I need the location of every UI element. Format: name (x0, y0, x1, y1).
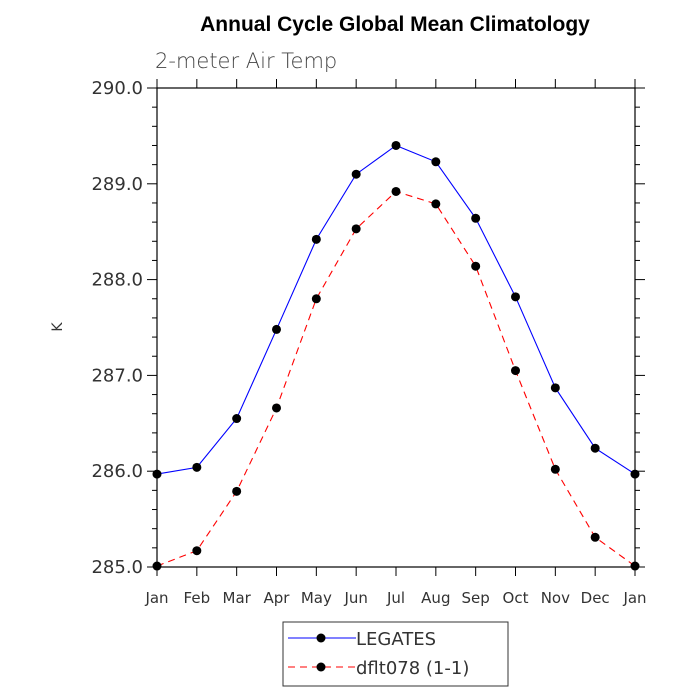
x-tick-label: Oct (503, 589, 529, 607)
series-0-point (431, 157, 441, 167)
plot-frame (156, 87, 636, 568)
series-line-1 (156, 190, 636, 567)
x-tick-label: Jan (622, 589, 646, 607)
chart-title: Annual Cycle Global Mean Climatology (200, 13, 590, 36)
series-1-point (550, 464, 560, 474)
legend: LEGATES dflt078 (1-1) (282, 621, 509, 687)
series-lines (156, 144, 636, 567)
series-0-point (232, 414, 242, 424)
series-points (152, 140, 640, 571)
series-0-point (152, 469, 162, 479)
series-0-point (550, 383, 560, 393)
series-1-point (351, 224, 361, 234)
y-tick-label: 290.0 (91, 78, 143, 99)
y-tick-label: 286.0 (91, 461, 143, 482)
series-1-point (311, 294, 321, 304)
legend-label-legates: LEGATES (356, 629, 436, 650)
axis-ticks (147, 79, 645, 576)
y-tick-label: 287.0 (91, 365, 143, 386)
x-tick-label: Dec (581, 589, 610, 607)
series-1-point (431, 199, 441, 209)
y-tick-labels: 285.0 286.0 287.0 288.0 289.0 290.0 (91, 78, 143, 578)
legend-marker-legates (316, 633, 326, 643)
x-tick-label: Jan (144, 589, 168, 607)
series-0-point (391, 140, 401, 150)
series-0-point (511, 292, 520, 302)
x-tick-label: Mar (223, 589, 252, 607)
legend-marker-dflt078 (316, 662, 326, 672)
series-1-point (192, 546, 202, 556)
series-1-point (152, 561, 162, 571)
y-tick-label: 285.0 (91, 557, 143, 578)
y-tick-label: 289.0 (91, 174, 143, 195)
series-0-point (192, 462, 202, 472)
x-tick-label: Feb (184, 589, 211, 607)
series-0-point (590, 443, 600, 453)
y-tick-label: 288.0 (91, 270, 143, 291)
series-0-point (311, 234, 321, 244)
x-tick-label: Sep (462, 589, 490, 607)
x-tick-label: Apr (264, 589, 291, 607)
chart-subtitle: 2-meter Air Temp (155, 49, 337, 73)
series-0-point (630, 469, 640, 479)
series-1-point (630, 561, 640, 571)
series-0-point (351, 169, 361, 179)
series-1-point (471, 261, 481, 271)
x-tick-label: Nov (541, 589, 570, 607)
series-1-point (232, 486, 242, 496)
legend-label-dflt078: dflt078 (1-1) (356, 658, 469, 679)
series-1-point (590, 532, 600, 542)
legend-box (282, 621, 509, 687)
series-0-point (272, 324, 281, 334)
x-tick-label: Jun (343, 589, 367, 607)
y-axis-label: K (50, 322, 66, 332)
series-1-point (391, 186, 401, 196)
x-tick-labels: Jan Feb Mar Apr May Jun Jul Aug Sep Oct Nov Dec Jan (144, 589, 646, 607)
series-1-point (272, 403, 281, 413)
x-tick-label: Jul (386, 589, 405, 607)
series-1-point (511, 366, 520, 376)
x-tick-label: May (301, 589, 332, 607)
x-tick-label: Aug (421, 589, 450, 607)
series-0-point (471, 213, 481, 223)
